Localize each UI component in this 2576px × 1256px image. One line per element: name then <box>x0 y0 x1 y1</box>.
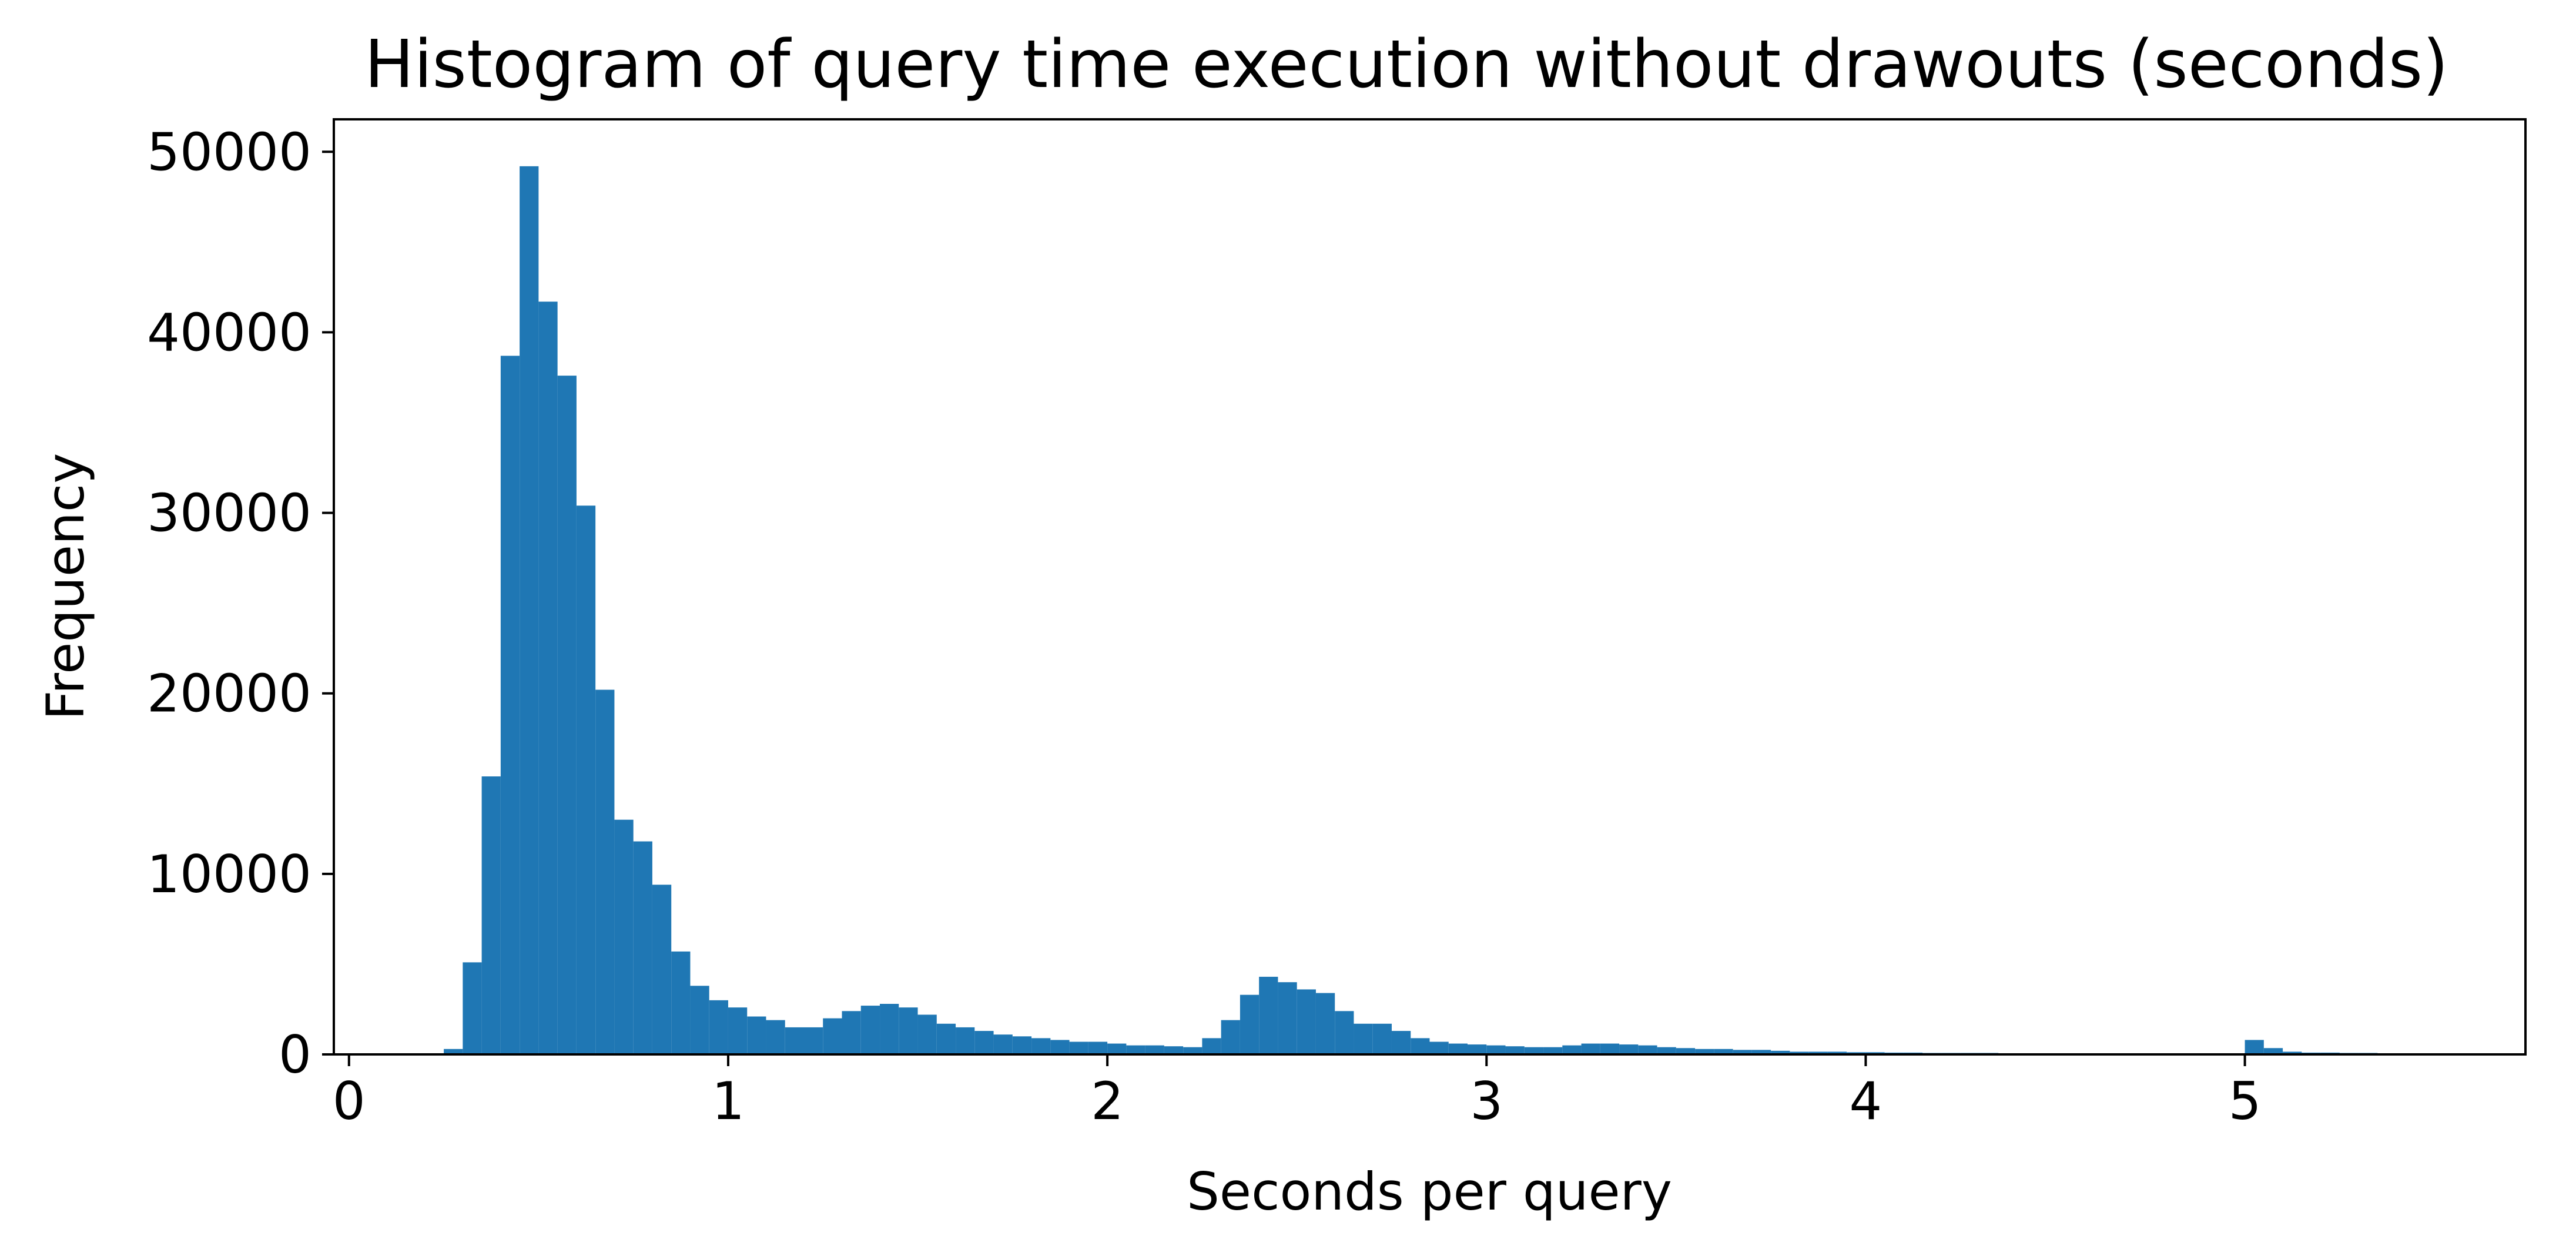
histogram-bar <box>500 356 520 1054</box>
histogram-bar <box>1354 1023 1373 1054</box>
histogram-bar <box>1050 1040 1070 1054</box>
histogram-bar <box>557 376 577 1055</box>
histogram-bar <box>993 1034 1013 1054</box>
x-tick-label: 5 <box>2229 1071 2262 1131</box>
histogram-bar <box>917 1014 937 1054</box>
histogram-bar <box>1259 976 1278 1054</box>
histogram-bar <box>1012 1036 1032 1054</box>
histogram-bars <box>444 166 2435 1055</box>
histogram-bar <box>463 962 482 1054</box>
histogram-bar <box>1335 1011 1354 1054</box>
x-tick-label: 4 <box>1849 1071 1882 1131</box>
y-tick-label: 20000 <box>147 664 311 724</box>
y-tick-label: 40000 <box>147 302 311 363</box>
histogram-bar <box>1088 1041 1108 1054</box>
histogram-bar <box>974 1031 994 1054</box>
x-axis-ticks: 0 1 2 3 4 5 <box>333 1054 2262 1131</box>
histogram-bar <box>1031 1038 1051 1054</box>
histogram-bar <box>709 1000 728 1054</box>
histogram-bar <box>747 1016 766 1054</box>
histogram-bar <box>652 885 672 1054</box>
histogram-bar <box>633 841 652 1054</box>
histogram-bar <box>1562 1045 1582 1054</box>
x-tick-label: 0 <box>333 1071 366 1131</box>
histogram-bar <box>1638 1045 1657 1054</box>
histogram-bar <box>1771 1050 1790 1054</box>
histogram-bar <box>538 302 558 1054</box>
histogram-bar <box>1411 1038 1430 1054</box>
histogram-bar <box>899 1007 918 1054</box>
histogram-bar <box>1581 1043 1600 1054</box>
histogram-bar <box>1297 989 1316 1054</box>
histogram-bar <box>481 776 501 1054</box>
histogram-bar <box>671 951 691 1054</box>
histogram-bar <box>1657 1047 1676 1054</box>
histogram-bar <box>766 1020 785 1054</box>
histogram-bar <box>1790 1051 1809 1054</box>
histogram-bar <box>1372 1023 1392 1054</box>
histogram-bar <box>1145 1045 1164 1054</box>
histogram-bar <box>1278 982 1297 1054</box>
histogram-bar <box>2245 1040 2264 1054</box>
chart-title: Histogram of query time execution withou… <box>364 26 2448 103</box>
histogram-bar <box>614 819 634 1054</box>
x-axis-label: Seconds per query <box>1187 1161 1672 1222</box>
histogram-bar <box>1183 1047 1202 1054</box>
histogram-bar <box>1126 1045 1145 1054</box>
histogram-bar <box>936 1023 956 1054</box>
y-tick-label: 30000 <box>147 483 311 544</box>
x-tick-label: 3 <box>1470 1071 1503 1131</box>
histogram-bar <box>1505 1046 1525 1054</box>
histogram-bar <box>2263 1048 2283 1054</box>
y-tick-label: 50000 <box>147 122 311 182</box>
histogram-bar <box>1619 1044 1639 1054</box>
histogram-bar <box>1600 1043 1620 1054</box>
histogram-bar <box>1391 1031 1411 1054</box>
histogram-bar <box>1221 1020 1240 1054</box>
histogram-bar <box>1543 1047 1563 1054</box>
histogram-bar <box>1164 1046 1184 1054</box>
histogram-bar <box>860 1006 880 1054</box>
y-tick-label: 0 <box>279 1024 311 1085</box>
histogram-bar <box>1695 1049 1714 1054</box>
histogram-bar <box>1486 1045 1506 1054</box>
histogram-bar <box>1751 1050 1771 1054</box>
histogram-bar <box>595 689 615 1054</box>
histogram-bar <box>1240 994 1259 1054</box>
y-axis-label: Frequency <box>35 453 96 721</box>
histogram-bar <box>1733 1050 1752 1054</box>
histogram-bar <box>1468 1044 1487 1054</box>
histogram-bar <box>690 986 709 1054</box>
y-tick-label: 10000 <box>147 844 311 905</box>
histogram-bar <box>1069 1041 1088 1054</box>
histogram-bar <box>1808 1051 1828 1054</box>
x-tick-label: 1 <box>712 1071 745 1131</box>
histogram-bar <box>2283 1051 2302 1054</box>
histogram-bar <box>1202 1038 1221 1054</box>
histogram-bar <box>803 1027 823 1054</box>
histogram-bar <box>1524 1047 1544 1054</box>
histogram-bar <box>1676 1048 1696 1054</box>
histogram-bar <box>1429 1041 1449 1054</box>
histogram-bar <box>1448 1043 1468 1054</box>
plot-frame <box>333 118 2527 1056</box>
histogram-bar <box>880 1004 899 1054</box>
histogram-bar <box>576 505 596 1054</box>
x-tick-label: 2 <box>1091 1071 1124 1131</box>
histogram-bar <box>956 1027 975 1054</box>
y-axis-ticks: 0 10000 20000 30000 40000 50000 <box>147 122 334 1085</box>
histogram-bar <box>1714 1049 1733 1054</box>
histogram-bar <box>842 1011 861 1054</box>
histogram-bar <box>444 1049 463 1054</box>
histogram-bar <box>1315 993 1335 1054</box>
histogram-bar <box>823 1018 842 1054</box>
histogram-bar <box>728 1007 748 1054</box>
histogram-bar <box>1827 1051 1847 1054</box>
histogram-bar <box>785 1027 804 1054</box>
histogram-bar <box>1107 1043 1127 1054</box>
histogram-bar <box>520 166 539 1054</box>
